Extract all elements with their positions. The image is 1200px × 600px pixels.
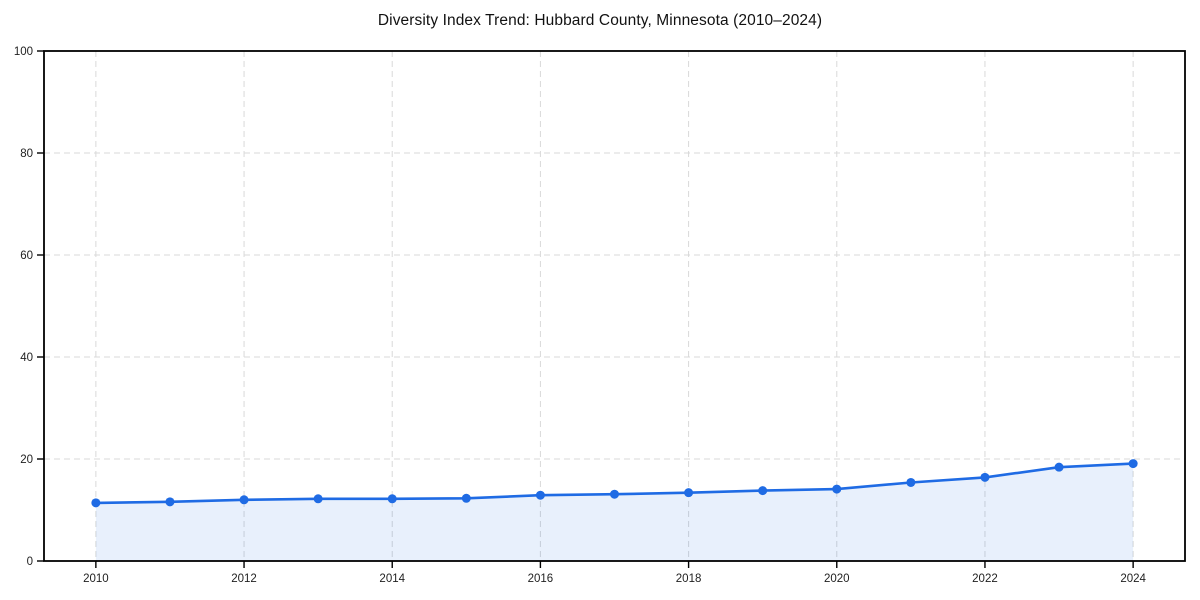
data-point-2012 <box>239 495 249 505</box>
data-point-2010 <box>91 498 101 508</box>
chart-title: Diversity Index Trend: Hubbard County, M… <box>377 12 823 29</box>
x-tick-label: 2014 <box>379 573 405 585</box>
y-tick-label: 0 <box>27 556 33 568</box>
data-point-2018 <box>684 488 694 498</box>
y-tick-label: 20 <box>20 454 33 466</box>
data-point-2022 <box>980 472 990 482</box>
data-point-2014 <box>387 494 397 504</box>
x-tick-label: 2020 <box>824 573 850 585</box>
y-tick-label: 80 <box>20 148 33 160</box>
data-point-2016 <box>535 490 545 500</box>
x-tick-label: 2018 <box>676 573 702 585</box>
data-point-2011 <box>165 497 175 507</box>
data-point-2017 <box>610 489 619 499</box>
data-point-2023 <box>1054 462 1064 472</box>
axis-frame <box>43 50 1186 562</box>
data-point-2021 <box>906 477 916 487</box>
data-point-2020 <box>832 484 842 494</box>
y-tick-label: 60 <box>20 250 33 262</box>
x-tick-label: 2010 <box>83 573 109 585</box>
x-tick-label: 2024 <box>1120 573 1146 585</box>
data-point-2024 <box>1128 459 1138 469</box>
area-fill <box>95 463 1134 561</box>
x-tick-label: 2012 <box>231 573 257 585</box>
data-point-2013 <box>313 494 323 504</box>
x-tick-label: 2016 <box>528 573 554 585</box>
x-tick-label: 2022 <box>972 573 998 585</box>
data-point-2019 <box>758 486 768 496</box>
y-tick-label: 100 <box>14 46 33 58</box>
data-point-2015 <box>461 493 471 503</box>
y-tick-label: 40 <box>20 352 33 364</box>
